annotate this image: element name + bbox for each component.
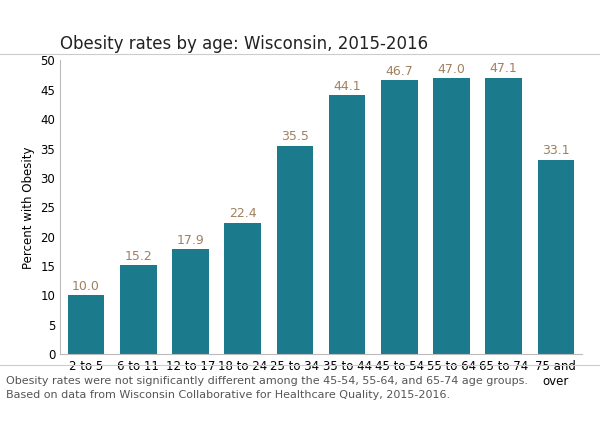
Bar: [433, 78, 470, 354]
Bar: [172, 249, 209, 354]
Bar: [538, 160, 574, 354]
Bar: [224, 222, 261, 354]
Bar: [120, 265, 157, 354]
Y-axis label: Percent with Obesity: Percent with Obesity: [22, 146, 35, 269]
Text: 33.1: 33.1: [542, 144, 570, 157]
Bar: [68, 295, 104, 354]
Text: Obesity rates were not significantly different among the 45-54, 55-64, and 65-74: Obesity rates were not significantly dif…: [6, 376, 528, 400]
Text: 10.0: 10.0: [72, 280, 100, 293]
Bar: [329, 95, 365, 354]
Text: 46.7: 46.7: [385, 64, 413, 77]
Bar: [485, 77, 522, 354]
Text: 17.9: 17.9: [176, 234, 205, 247]
Text: 47.1: 47.1: [490, 62, 518, 75]
Bar: [381, 80, 418, 354]
Bar: [277, 146, 313, 354]
Text: 22.4: 22.4: [229, 207, 257, 220]
Text: 15.2: 15.2: [124, 250, 152, 263]
Text: 47.0: 47.0: [437, 63, 466, 76]
Text: 44.1: 44.1: [333, 80, 361, 93]
Text: Obesity rates by age: Wisconsin, 2015-2016: Obesity rates by age: Wisconsin, 2015-20…: [60, 35, 428, 53]
Text: 35.5: 35.5: [281, 130, 309, 143]
